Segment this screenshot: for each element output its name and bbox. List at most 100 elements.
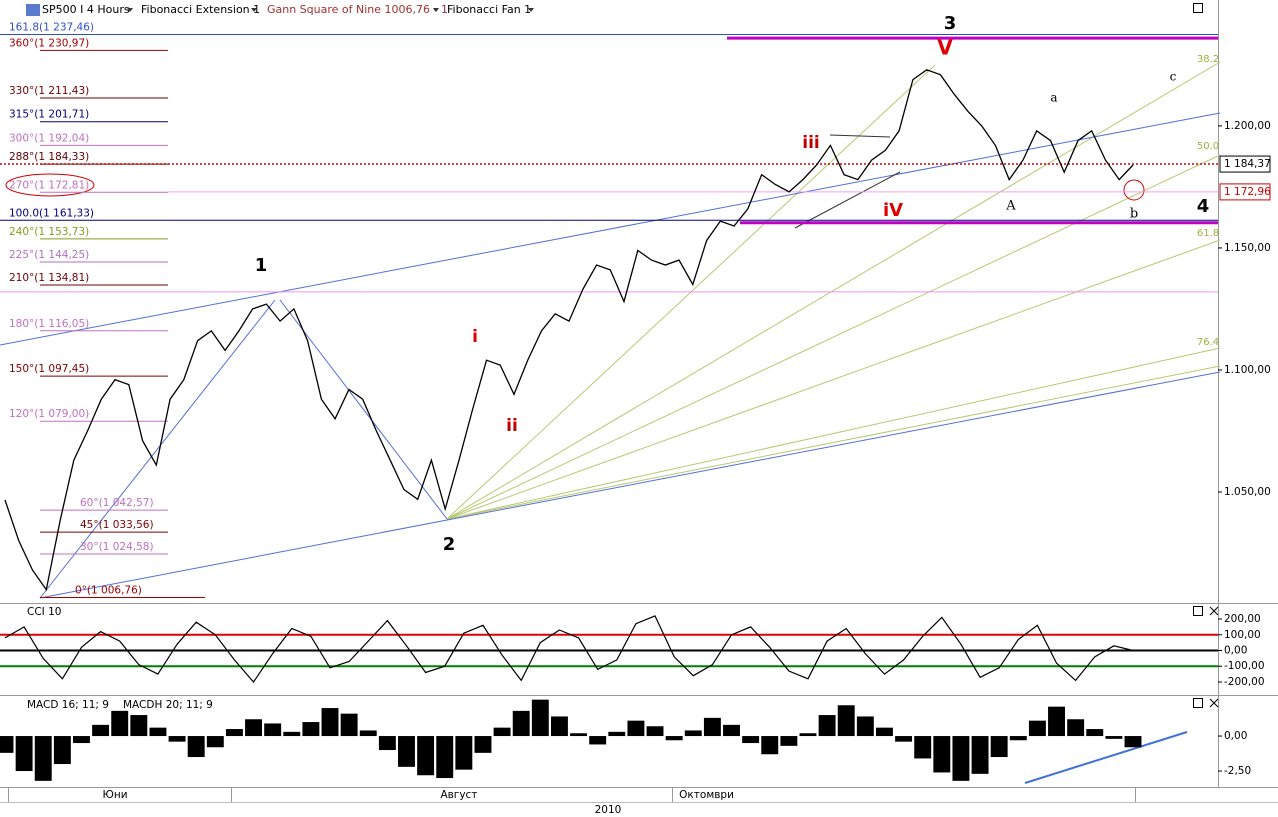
macd-bar — [187, 736, 205, 758]
x-tick-label: Август — [440, 789, 477, 801]
study[interactable]: Fibonacci Fan 1 — [447, 3, 531, 16]
wave-label: 38.2 — [1197, 54, 1219, 65]
wave-label: V — [937, 36, 953, 60]
wave-label: iii — [802, 133, 819, 153]
gann-level-label: 210°(1 134,81) — [9, 272, 89, 284]
macd-bar — [990, 736, 1008, 758]
gann-level-label: 161.8(1 237,46) — [9, 22, 94, 34]
year-label: 2010 — [595, 804, 622, 816]
wave-label: ii — [506, 416, 518, 436]
triangle-line — [794, 171, 901, 229]
macd-bar — [302, 722, 320, 737]
gann-level-label: 0°(1 006,76) — [75, 584, 142, 596]
x-tick-label: Юни — [103, 789, 128, 801]
trend-lines — [0, 112, 1221, 599]
macd-bar — [283, 731, 301, 737]
macd-bar — [627, 720, 645, 737]
y-tick-label: 200,00 — [1224, 613, 1261, 625]
macd-bar — [264, 723, 282, 737]
gann-level-label: 150°(1 097,45) — [9, 363, 89, 375]
maximize-button[interactable] — [1193, 606, 1203, 616]
price-line-series — [4, 69, 1134, 592]
macd-bar — [1028, 720, 1046, 737]
gann-level-label: 315°(1 201,71) — [9, 109, 89, 121]
indicator-title[interactable]: CCI 10 — [27, 606, 61, 618]
macd-bar — [646, 726, 664, 737]
macd-bar — [417, 736, 435, 776]
indicator-subtitle[interactable]: MACDH 20; 11; 9 — [123, 699, 213, 711]
highlight-circle — [1123, 179, 1145, 201]
wave-label: 1 — [255, 255, 268, 276]
macd-bar — [856, 716, 874, 737]
macd-bar — [684, 730, 702, 737]
price-box — [1219, 155, 1271, 173]
macd-bar — [512, 710, 530, 737]
price-label: 1 184,37 — [1224, 158, 1271, 170]
macd-bar — [73, 736, 90, 744]
wave-label: 76.4 — [1197, 337, 1219, 348]
macd-bar — [398, 736, 415, 767]
macd-bar — [550, 716, 568, 737]
macd-bar — [0, 736, 14, 753]
price-box — [1219, 183, 1271, 201]
price-label: 1 172,96 — [1224, 186, 1271, 198]
macd-bar — [378, 736, 396, 751]
y-tick-label: -100,00 — [1224, 660, 1265, 672]
macd-bar — [225, 729, 243, 737]
wave-label: c — [1170, 70, 1177, 84]
macd-bar — [914, 736, 932, 759]
macd-bar — [53, 736, 71, 765]
close-button[interactable] — [1209, 698, 1219, 708]
macd-bar — [895, 736, 913, 742]
macd-bar — [703, 717, 721, 737]
x-tick-label: Октомври — [679, 789, 734, 801]
macd-bar — [1048, 706, 1065, 737]
macd-bar — [168, 736, 186, 742]
macd-bar — [780, 736, 798, 746]
gann-level-label: 288°(1 184,33) — [9, 151, 89, 163]
macd-bar — [818, 715, 836, 737]
wave-label: 2 — [443, 534, 456, 555]
symbol[interactable]: SP500 I 4 Hours — [42, 3, 130, 16]
gann-level-label: 300°(1 192,04) — [9, 132, 89, 144]
macd-bar — [149, 727, 167, 737]
gann-level-label: 180°(1 116,05) — [9, 318, 89, 330]
macd-bar — [130, 715, 148, 737]
gann-level-label: 45°(1 033,56) — [80, 519, 154, 531]
macd-bar — [245, 719, 263, 737]
macd-bar — [340, 713, 358, 737]
wave-label: i — [472, 327, 478, 347]
macd-bar — [742, 736, 760, 744]
maximize-button[interactable] — [1193, 3, 1203, 13]
highlight-circle — [5, 173, 95, 197]
y-tick-label: 0,00 — [1224, 730, 1247, 742]
indicator-title[interactable]: MACD 16; 11; 9 — [27, 699, 109, 711]
macd-bar — [570, 733, 588, 737]
y-tick-label: -200,00 — [1224, 676, 1265, 688]
wave-label: 4 — [1197, 196, 1210, 217]
triangle-line — [829, 134, 891, 138]
macd-bar — [436, 736, 454, 779]
y-tick-label: 100,00 — [1224, 629, 1261, 641]
gann-level-label: 240°(1 153,73) — [9, 226, 89, 238]
gann-level-label: 30°(1 024,58) — [80, 541, 154, 553]
macd-bar — [206, 736, 224, 748]
close-button[interactable] — [1209, 606, 1219, 616]
wave-label: b — [1130, 207, 1138, 222]
macd-bar — [723, 724, 740, 737]
study[interactable]: Fibonacci Extension 1 — [141, 3, 260, 16]
macd-bar — [1086, 729, 1104, 737]
macd-bar — [1105, 736, 1123, 739]
study[interactable]: Gann Square of Nine 1006,76 - 1 — [267, 3, 448, 16]
macd-bar — [321, 708, 339, 737]
macd-bar — [608, 731, 626, 737]
macd-bar — [34, 736, 52, 781]
y-tick-label: -2,50 — [1224, 765, 1251, 777]
y-tick-label: 0,00 — [1224, 644, 1247, 656]
macd-trend-line — [1024, 731, 1188, 784]
maximize-button[interactable] — [1193, 698, 1203, 708]
macd-bar — [92, 724, 110, 737]
macd-bar — [15, 736, 33, 772]
macd-bar — [474, 736, 492, 753]
